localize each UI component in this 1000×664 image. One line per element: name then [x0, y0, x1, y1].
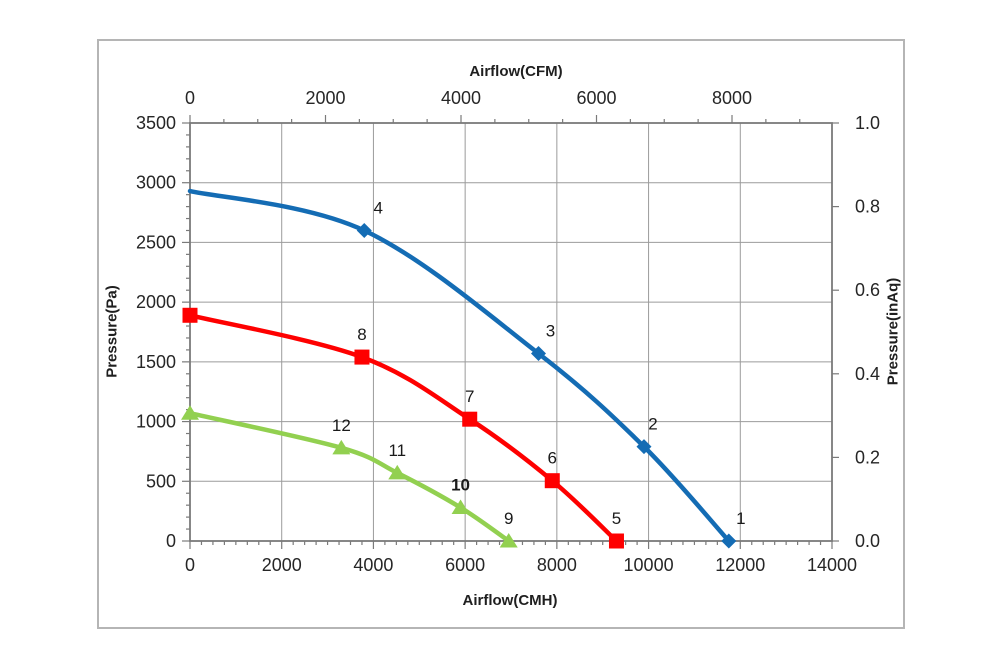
triangle-marker: [332, 439, 351, 455]
top-tick-label: 6000: [576, 88, 616, 108]
left-tick-label: 3000: [136, 173, 176, 193]
right-tick-label: 0.4: [855, 364, 880, 384]
diamond-marker: [636, 439, 652, 455]
right-tick-label: 0.0: [855, 531, 880, 551]
bottom-tick-label: 6000: [445, 555, 485, 575]
diamond-marker: [531, 345, 547, 361]
point-label-10: 10: [451, 476, 470, 495]
series-fan-curve-low: 12 11 10 9: [181, 405, 518, 548]
point-label-4: 4: [374, 198, 383, 217]
fan-curve-mid-line: [187, 313, 619, 544]
series-fan-curve-mid: 8 7 6 5: [182, 307, 624, 549]
square-marker: [462, 411, 478, 427]
point-label-3: 3: [546, 321, 555, 340]
left-tick-label: 1500: [136, 352, 176, 372]
left-tick-label: 3500: [136, 113, 176, 133]
chart-frame: [97, 39, 905, 629]
series-fan-curve-high: 4 3 2 1: [187, 188, 746, 549]
square-marker: [608, 533, 624, 549]
top-tick-label: 2000: [305, 88, 345, 108]
point-label-12: 12: [332, 416, 351, 435]
bottom-tick-label: 14000: [807, 555, 857, 575]
bottom-tick-label: 10000: [624, 555, 674, 575]
square-marker: [354, 349, 370, 365]
top-tick-label: 0: [185, 88, 195, 108]
point-label-5: 5: [612, 509, 621, 528]
top-tick-label: 4000: [441, 88, 481, 108]
gridlines: [190, 123, 832, 541]
fan-curve-low-line: [187, 410, 511, 544]
triangle-marker: [181, 405, 199, 420]
point-label-8: 8: [357, 325, 366, 344]
right-tick-label: 0.8: [855, 197, 880, 217]
fan-curve-high-line: [187, 188, 732, 544]
diamond-marker: [356, 222, 372, 238]
right-tick-label: 1.0: [855, 113, 880, 133]
square-marker: [544, 473, 560, 489]
bottom-tick-label: 8000: [537, 555, 577, 575]
triangle-marker: [451, 499, 470, 515]
bottom-tick-label: 2000: [262, 555, 302, 575]
point-label-2: 2: [648, 415, 657, 434]
left-tick-label: 1000: [136, 412, 176, 432]
left-tick-label: 2500: [136, 232, 176, 252]
bottom-tick-label: 12000: [715, 555, 765, 575]
square-marker: [182, 307, 198, 323]
left-tick-label: 500: [146, 471, 176, 491]
right-tick-label: 0.6: [855, 280, 880, 300]
triangle-marker: [388, 464, 407, 480]
left-tick-label: 2000: [136, 292, 176, 312]
bottom-tick-label: 4000: [353, 555, 393, 575]
point-label-1: 1: [736, 509, 745, 528]
diamond-marker: [721, 533, 737, 549]
point-label-7: 7: [465, 387, 474, 406]
triangle-marker: [499, 533, 518, 548]
point-label-9: 9: [504, 509, 513, 528]
left-tick-label: 0: [166, 531, 176, 551]
top-tick-label: 8000: [712, 88, 752, 108]
point-label-11: 11: [388, 441, 406, 460]
axis-ticks: [182, 115, 839, 549]
point-label-6: 6: [548, 449, 557, 468]
right-tick-label: 0.2: [855, 447, 880, 467]
bottom-tick-label: 0: [185, 555, 195, 575]
